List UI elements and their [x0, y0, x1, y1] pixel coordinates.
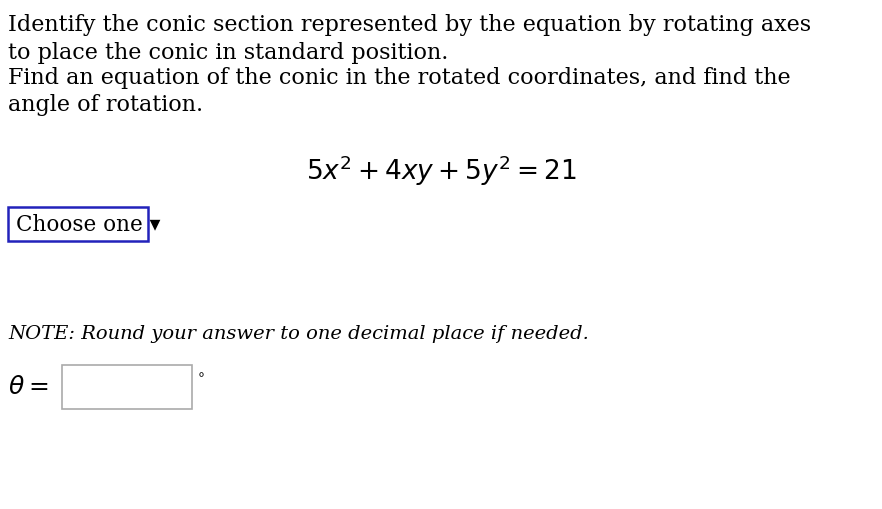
- Text: to place the conic in standard position.: to place the conic in standard position.: [8, 42, 448, 64]
- Text: Choose one ▾: Choose one ▾: [16, 214, 161, 236]
- FancyBboxPatch shape: [62, 365, 192, 409]
- FancyBboxPatch shape: [8, 208, 148, 242]
- Text: Find an equation of the conic in the rotated coordinates, and find the: Find an equation of the conic in the rot…: [8, 67, 790, 89]
- Text: NOTE: Round your answer to one decimal place if needed.: NOTE: Round your answer to one decimal p…: [8, 324, 589, 343]
- Text: $\theta =$: $\theta =$: [8, 376, 49, 399]
- Text: $5x^2 + 4xy + 5y^2 = 21$: $5x^2 + 4xy + 5y^2 = 21$: [306, 153, 576, 187]
- Text: °: °: [198, 371, 205, 385]
- Text: Identify the conic section represented by the equation by rotating axes: Identify the conic section represented b…: [8, 14, 811, 36]
- Text: angle of rotation.: angle of rotation.: [8, 94, 203, 116]
